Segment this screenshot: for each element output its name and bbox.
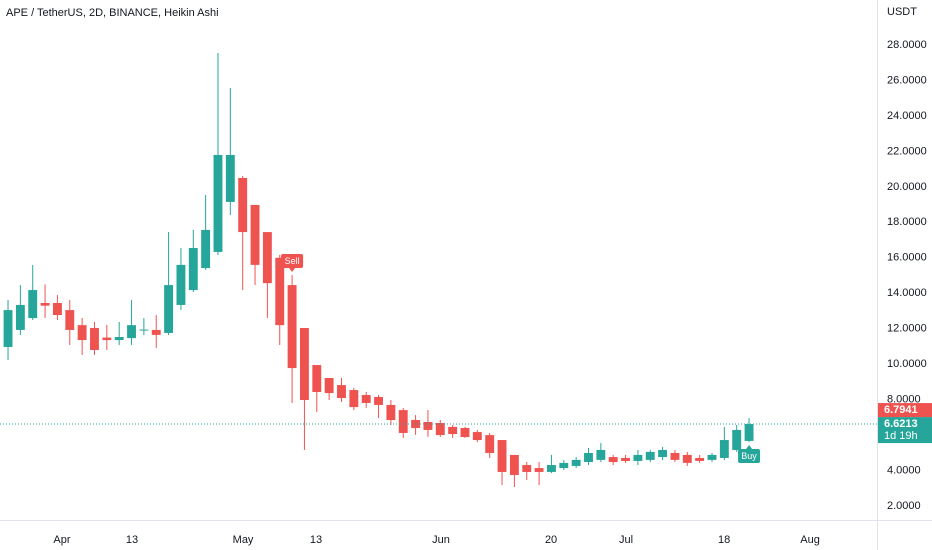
y-tick-label: 20.0000 xyxy=(887,181,927,193)
candle-body xyxy=(374,396,383,405)
y-tick-label: 8.0000 xyxy=(887,394,921,406)
candle-body xyxy=(460,427,470,438)
candle-body xyxy=(90,327,99,350)
candle-body xyxy=(509,454,519,475)
candle-body xyxy=(485,435,495,453)
y-tick-label: 2.0000 xyxy=(887,500,921,512)
candle-body xyxy=(448,426,458,435)
candle-body xyxy=(534,468,544,472)
candle-body xyxy=(213,154,223,252)
candle-body xyxy=(695,457,705,461)
candle-body xyxy=(435,423,445,436)
candle-body xyxy=(77,325,87,341)
candle-body xyxy=(398,410,408,433)
candle-body xyxy=(349,390,359,408)
candle-body xyxy=(658,449,668,458)
candle-body xyxy=(472,432,482,441)
candle-body xyxy=(608,457,618,463)
candle-body xyxy=(275,257,285,326)
candle-body xyxy=(238,178,248,233)
candle-body xyxy=(337,385,346,399)
candle-body xyxy=(584,452,593,463)
candle-body xyxy=(312,365,322,392)
y-tick-label: 26.0000 xyxy=(887,74,927,86)
y-axis-label: USDT xyxy=(887,6,917,18)
candle-body xyxy=(682,454,692,463)
y-tick-label: 12.0000 xyxy=(887,323,927,335)
x-tick-label: Jul xyxy=(619,534,633,546)
y-tick-label: 10.0000 xyxy=(887,358,927,370)
candle-body xyxy=(522,465,532,472)
price-label: 6.6213 xyxy=(884,418,918,430)
candle-body xyxy=(52,302,62,316)
candle-body xyxy=(571,459,581,466)
candle-body xyxy=(188,248,198,291)
candle-body xyxy=(65,310,75,330)
candle-body xyxy=(596,449,606,460)
y-tick-label: 28.0000 xyxy=(887,39,927,51)
signal-label: Buy xyxy=(741,451,757,461)
candle-body xyxy=(497,440,507,472)
candle-body xyxy=(645,451,655,460)
y-tick-label: 14.0000 xyxy=(887,287,927,299)
candle-body xyxy=(719,440,729,458)
x-tick-label: Apr xyxy=(53,534,70,546)
candle-body xyxy=(386,404,396,421)
candle-body xyxy=(151,329,161,335)
signal-box xyxy=(281,253,304,268)
candle-body xyxy=(164,285,174,333)
candle-body xyxy=(621,457,630,461)
candle-body xyxy=(250,204,260,265)
candle-body xyxy=(40,302,50,306)
x-tick-label: Jun xyxy=(432,534,450,546)
candle-body xyxy=(361,395,371,403)
candle-body xyxy=(262,232,272,284)
x-tick-label: 13 xyxy=(126,534,138,546)
candle-body xyxy=(633,454,643,461)
chart-title: APE / TetherUS, 2D, BINANCE, Heikin Ashi xyxy=(6,7,219,19)
candle-body xyxy=(201,229,211,269)
candle-body xyxy=(299,327,309,400)
countdown-label: 1d 19h xyxy=(884,430,918,442)
price-box xyxy=(878,403,932,418)
candle-body xyxy=(423,421,433,430)
x-tick-label: 13 xyxy=(310,534,322,546)
signal-pointer xyxy=(746,444,753,449)
y-tick-label: 24.0000 xyxy=(887,110,927,122)
x-tick-label: 18 xyxy=(718,534,730,546)
candle-body xyxy=(670,452,680,460)
y-tick-label: 22.0000 xyxy=(887,145,927,157)
candle-body xyxy=(287,285,297,369)
candle-body xyxy=(744,424,754,441)
candle-body xyxy=(324,377,334,394)
x-tick-label: May xyxy=(233,534,254,546)
candle-body xyxy=(176,264,186,305)
candle-body xyxy=(127,325,136,339)
signal-label: Sell xyxy=(285,256,300,266)
candle-body xyxy=(707,454,717,460)
x-tick-label: 20 xyxy=(545,534,557,546)
y-tick-label: 4.0000 xyxy=(887,464,921,476)
candle-body xyxy=(225,154,235,202)
candle-body xyxy=(15,304,25,330)
candle-body xyxy=(28,290,38,319)
price-label: 6.7941 xyxy=(884,404,918,416)
candle-body xyxy=(102,337,112,341)
x-tick-label: Aug xyxy=(800,534,820,546)
y-tick-label: 16.0000 xyxy=(887,252,927,264)
candle-body xyxy=(559,462,569,469)
candle-body xyxy=(3,310,13,347)
signal-pointer xyxy=(289,267,296,272)
y-tick-label: 18.0000 xyxy=(887,216,927,228)
candle-body xyxy=(114,337,124,341)
candle-body xyxy=(139,329,149,331)
candle-body xyxy=(411,420,421,428)
candle-body xyxy=(546,465,556,472)
candle-body xyxy=(732,429,742,450)
price-box xyxy=(878,417,932,444)
signal-box xyxy=(738,448,761,463)
